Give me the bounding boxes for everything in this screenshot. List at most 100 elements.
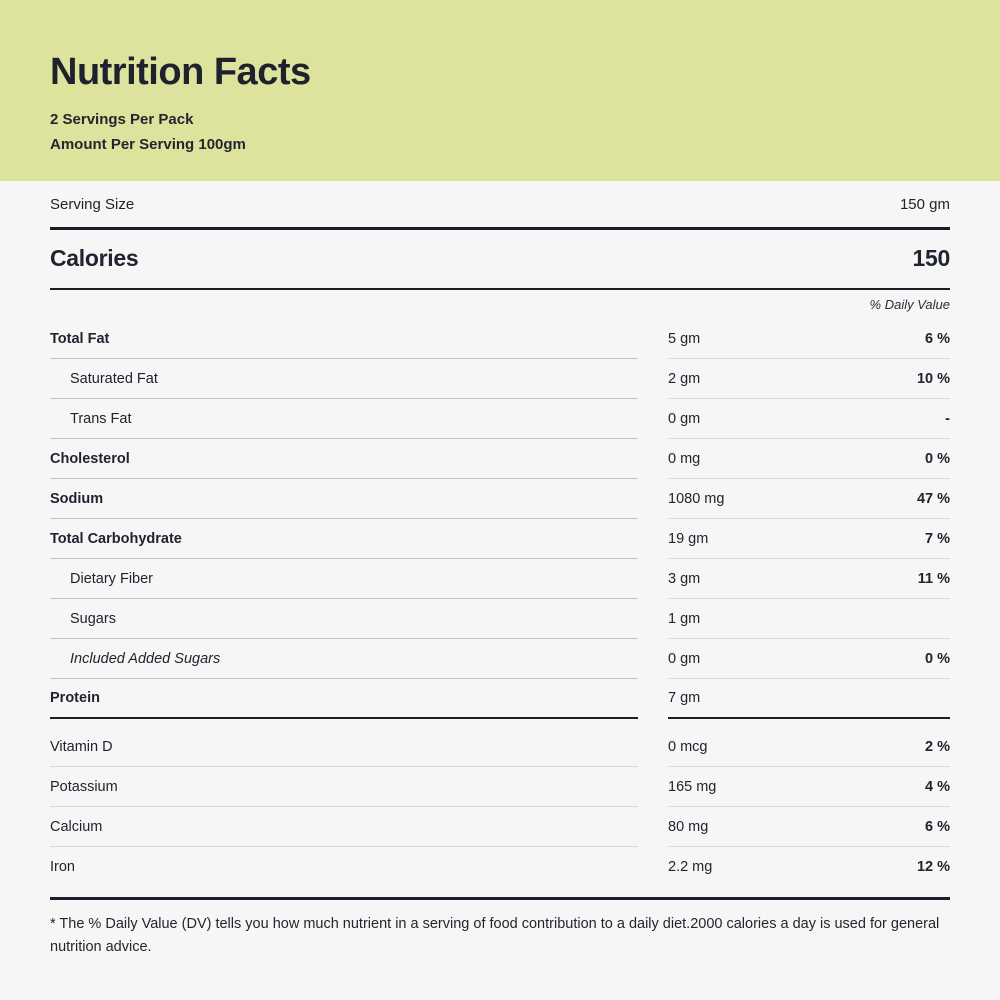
nutrient-label: Sugars <box>70 610 116 627</box>
nutrient-label: Potassium <box>50 778 118 795</box>
nutrient-label: Trans Fat <box>70 410 132 427</box>
daily-value-header: % Daily Value <box>869 297 950 312</box>
nutrient-row-total-fat: Total Fat 5 gm 6 % <box>50 319 950 359</box>
nutrient-value-cell: 1080 mg 47 % <box>668 479 950 519</box>
nutrient-percent: 7 % <box>925 530 950 547</box>
nutrient-row-vitamin-d: Vitamin D 0 mcg 2 % <box>50 727 950 767</box>
nutrient-value-cell: 19 gm 7 % <box>668 519 950 559</box>
nutrient-percent: 6 % <box>925 818 950 835</box>
nutrient-value-cell: 5 gm 6 % <box>668 319 950 359</box>
nutrient-label: Calcium <box>50 818 103 835</box>
nutrient-amount: 19 gm <box>668 530 709 547</box>
label-header: Nutrition Facts 2 Servings Per Pack Amou… <box>0 0 1000 181</box>
nutrient-name-cell: Potassium <box>50 767 638 807</box>
section-divider-line <box>50 897 950 900</box>
nutrient-row-sodium: Sodium 1080 mg 47 % <box>50 479 950 519</box>
nutrient-row-cholesterol: Cholesterol 0 mg 0 % <box>50 439 950 479</box>
section-divider-line <box>50 287 950 290</box>
nutrient-row-calcium: Calcium 80 mg 6 % <box>50 807 950 847</box>
nutrient-percent: 0 % <box>925 450 950 467</box>
nutrient-percent: 10 % <box>916 370 950 387</box>
nutrient-value-cell: 3 gm 11 % <box>668 559 950 599</box>
nutrient-percent: 12 % <box>916 859 950 875</box>
daily-value-header-row: % Daily Value <box>50 290 950 319</box>
header-subtitle: 2 Servings Per Pack Amount Per Serving 1… <box>50 107 950 157</box>
nutrient-row-sugars: Sugars 1 gm <box>50 599 950 639</box>
nutrient-amount: 0 gm <box>668 410 701 427</box>
nutrient-name-cell: Iron <box>50 847 638 887</box>
nutrient-name-cell: Trans Fat <box>50 399 638 439</box>
servings-per-pack-text: 2 Servings Per Pack <box>50 111 194 128</box>
nutrient-value-cell: 1 gm <box>668 599 950 639</box>
nutrient-label: Dietary Fiber <box>70 570 153 587</box>
daily-value-footnote: * The % Daily Value (DV) tells you how m… <box>50 916 940 955</box>
nutrient-row-dietary-fiber: Dietary Fiber 3 gm 11 % <box>50 559 950 599</box>
nutrient-percent: - <box>945 410 950 427</box>
nutrient-amount: 1080 mg <box>668 490 725 507</box>
nutrient-row-trans-fat: Trans Fat 0 gm - <box>50 399 950 439</box>
nutrient-row-iron: Iron 2.2 mg 12 % <box>50 847 950 887</box>
nutrient-label: Sodium <box>50 490 104 507</box>
nutrient-name-cell: Dietary Fiber <box>50 559 638 599</box>
nutrition-table: Serving Size 150 gm Calories 150 % Daily… <box>0 181 1000 959</box>
nutrient-label: Saturated Fat <box>70 370 158 387</box>
nutrient-amount: 165 mg <box>668 778 717 795</box>
nutrient-amount: 5 gm <box>668 330 701 347</box>
serving-size-value: 150 gm <box>899 195 950 213</box>
nutrient-name-cell: Protein <box>50 679 638 719</box>
nutrient-name-cell: Total Carbohydrate <box>50 519 638 559</box>
nutrient-row-potassium: Potassium 165 mg 4 % <box>50 767 950 807</box>
nutrient-label: Vitamin D <box>50 738 113 755</box>
nutrient-percent: 2 % <box>925 738 950 755</box>
nutrient-amount: 2 gm <box>668 370 701 387</box>
nutrient-label: Iron <box>50 859 75 875</box>
nutrient-amount: 2.2 mg <box>668 859 713 875</box>
section-divider-line <box>50 227 950 230</box>
nutrient-label: Protein <box>50 690 100 706</box>
nutrient-label: Total Fat <box>50 330 110 347</box>
nutrient-amount: 7 gm <box>668 690 701 706</box>
calories-value: 150 <box>912 245 951 271</box>
nutrient-name-cell: Vitamin D <box>50 727 638 767</box>
nutrient-amount: 0 mg <box>668 450 701 467</box>
nutrient-amount: 1 gm <box>668 610 701 627</box>
nutrient-amount: 0 mcg <box>668 738 708 755</box>
nutrient-row-included-added-sugars: Included Added Sugars 0 gm 0 % <box>50 639 950 679</box>
nutrient-value-cell: 165 mg 4 % <box>668 767 950 807</box>
nutrient-value-cell: 0 mg 0 % <box>668 439 950 479</box>
nutrient-label: Cholesterol <box>50 450 130 467</box>
nutrient-row-protein: Protein 7 gm <box>50 679 950 719</box>
nutrient-percent: 11 % <box>917 570 950 587</box>
nutrient-value-cell: 0 gm 0 % <box>668 639 950 679</box>
nutrient-name-cell: Cholesterol <box>50 439 638 479</box>
nutrient-value-cell: 2 gm 10 % <box>668 359 950 399</box>
nutrient-name-cell: Sodium <box>50 479 638 519</box>
micronutrient-rows-section: Vitamin D 0 mcg 2 % Potassium 165 mg 4 % Calci… <box>50 719 950 887</box>
nutrient-percent: 0 % <box>925 650 950 667</box>
nutrient-name-cell: Saturated Fat <box>50 359 638 399</box>
nutrient-value-cell: 0 mcg 2 % <box>668 727 950 767</box>
nutrient-value-cell: 0 gm - <box>668 399 950 439</box>
nutrient-value-cell: 7 gm <box>668 679 950 719</box>
amount-per-serving-text: Amount Per Serving 100gm <box>50 136 246 153</box>
nutrient-name-cell: Included Added Sugars <box>50 639 638 679</box>
nutrient-rows-section: Total Fat 5 gm 6 % Saturated Fat 2 gm 10 % Tra… <box>50 319 950 719</box>
nutrient-name-cell: Calcium <box>50 807 638 847</box>
nutrient-percent: 47 % <box>916 490 950 507</box>
serving-size-label: Serving Size <box>50 195 135 213</box>
nutrient-amount: 0 gm <box>668 650 701 667</box>
nutrient-row-saturated-fat: Saturated Fat 2 gm 10 % <box>50 359 950 399</box>
nutrient-value-cell: 80 mg 6 % <box>668 807 950 847</box>
nutrient-amount: 80 mg <box>668 818 709 835</box>
nutrient-amount: 3 gm <box>668 570 701 587</box>
nutrient-percent: 6 % <box>925 330 950 347</box>
nutrient-row-total-carbohydrate: Total Carbohydrate 19 gm 7 % <box>50 519 950 559</box>
nutrient-label: Included Added Sugars <box>70 650 221 667</box>
calories-label: Calories <box>50 245 139 271</box>
nutrient-percent: 4 % <box>925 778 950 795</box>
nutrient-label: Total Carbohydrate <box>50 530 182 547</box>
nutrient-value-cell: 2.2 mg 12 % <box>668 847 950 887</box>
serving-size-row: Serving Size 150 gm <box>50 181 950 227</box>
calories-row: Calories 150 <box>50 230 950 288</box>
nutrient-name-cell: Total Fat <box>50 319 638 359</box>
